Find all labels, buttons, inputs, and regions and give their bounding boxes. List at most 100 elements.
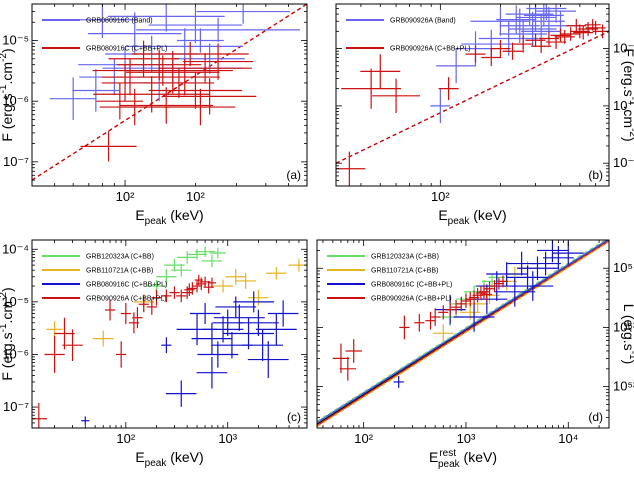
- x-tick-label: 10²: [354, 431, 373, 446]
- data-point: [196, 4, 290, 24]
- data-point: [93, 76, 211, 113]
- series-3: [332, 275, 509, 381]
- data-point: [107, 4, 225, 32]
- fit-line-3: [317, 240, 607, 422]
- data-point: [176, 289, 187, 303]
- data-point: [513, 35, 534, 53]
- data-point: [165, 88, 236, 126]
- x-tick-label: 10²: [186, 189, 205, 204]
- y-tick-label: 10⁻⁷: [3, 154, 29, 169]
- data-point: [506, 251, 537, 276]
- data-point: [194, 274, 203, 286]
- data-point: [255, 313, 297, 346]
- data-point: [184, 283, 195, 297]
- legend-entry: GRB120323A (C+BB): [371, 254, 439, 261]
- data-point: [191, 279, 203, 293]
- data-point: [247, 341, 289, 378]
- data-point: [132, 307, 143, 329]
- legend-entry: GRB120323A (C+BB): [86, 254, 154, 261]
- data-point: [131, 41, 249, 67]
- data-point: [460, 293, 472, 309]
- data-point: [126, 51, 220, 94]
- x-tick-label: 10²: [116, 431, 135, 446]
- data-point: [177, 28, 224, 53]
- x-tick-label: 10⁴: [558, 431, 578, 446]
- panel-b: 10² 10⁻⁷ 10⁻⁶ 10⁻⁵ Epeak (keV) F (erg.s-1.cm-…: [335, 3, 634, 227]
- data-point: [225, 268, 246, 285]
- panel-a: 10² 10² 10⁻⁷ 10⁻⁶ 10⁻⁵ Epeak (keV) F (erg.s-1.…: [0, 3, 308, 227]
- legend-entry: GRB090926A (C+BB+PL): [371, 296, 452, 303]
- legend-entry: GRB080916C (C+BB+PL): [86, 46, 167, 53]
- data-point: [212, 279, 234, 293]
- data-point: [81, 416, 90, 425]
- data-point: [560, 27, 581, 41]
- data-point: [425, 311, 436, 330]
- x-axis-label: Epeak (keV): [135, 449, 203, 469]
- legend-entry: GRB090926A (C+BB+PL): [390, 46, 471, 53]
- x-axis-label: Epeak (keV): [135, 207, 203, 227]
- data-point: [99, 88, 170, 126]
- data-point: [104, 299, 116, 321]
- data-point: [194, 246, 216, 257]
- fit-line-0: [336, 30, 609, 164]
- panel-c: 10² 10³ 10⁻⁷ 10⁻⁶ 10⁻⁵ 10⁻⁴ Epeak (keV) F (erg.…: [0, 239, 308, 469]
- data-point: [54, 317, 75, 350]
- y-axis-label: L (erg.s-1): [621, 304, 634, 365]
- legend-entry: GRB110721A (C+BB): [86, 268, 153, 275]
- data-point: [339, 356, 356, 381]
- data-point: [119, 87, 213, 124]
- data-point: [436, 48, 477, 84]
- data-point: [536, 4, 577, 23]
- data-point: [87, 12, 182, 55]
- data-point: [438, 305, 449, 320]
- data-point: [186, 249, 208, 260]
- plot-frame: [335, 3, 610, 187]
- data-point: [169, 286, 180, 299]
- data-point: [156, 268, 177, 285]
- data-point: [242, 329, 283, 361]
- plot-frame: [316, 239, 610, 429]
- y-tick-label: 10⁻⁵: [2, 33, 29, 48]
- data-point: [456, 296, 467, 311]
- data-point: [445, 302, 456, 317]
- data-point: [161, 337, 172, 354]
- data-point: [96, 82, 144, 120]
- data-point: [399, 315, 410, 340]
- data-point: [465, 45, 486, 63]
- x-tick-label: 10²: [116, 189, 135, 204]
- data-point: [189, 303, 221, 325]
- y-tick-label: 10⁻⁴: [2, 241, 29, 256]
- data-point: [191, 322, 233, 355]
- fit-line-0: [32, 4, 307, 181]
- data-point: [430, 88, 451, 124]
- legend-entry: GRB080916C (C+BB+PL): [86, 282, 167, 289]
- data-point: [569, 24, 590, 39]
- y-tick-label: 10⁻⁵: [2, 294, 29, 309]
- data-point: [372, 78, 421, 113]
- data-point: [92, 55, 233, 86]
- y-tick-label: 10⁻⁵: [613, 41, 634, 56]
- data-point: [209, 247, 226, 259]
- data-point: [584, 19, 601, 31]
- data-point: [197, 341, 239, 368]
- series-1: [46, 258, 307, 347]
- data-point: [162, 78, 257, 115]
- data-point: [345, 339, 362, 363]
- data-point: [526, 4, 567, 20]
- data-point: [207, 277, 217, 289]
- plot-frame: [31, 239, 308, 429]
- series-3: [32, 274, 217, 428]
- data-point: [468, 290, 480, 305]
- data-point: [158, 53, 252, 84]
- data-point: [496, 5, 537, 34]
- data-point: [148, 6, 243, 44]
- fit-line-2: [317, 240, 609, 427]
- data-point: [517, 256, 558, 281]
- data-point: [213, 304, 265, 331]
- x-tick-label: 10³: [218, 431, 237, 446]
- data-point: [235, 273, 256, 289]
- y-tick-label: 10⁵⁴: [613, 260, 634, 275]
- data-point: [481, 287, 492, 302]
- data-point: [414, 313, 425, 332]
